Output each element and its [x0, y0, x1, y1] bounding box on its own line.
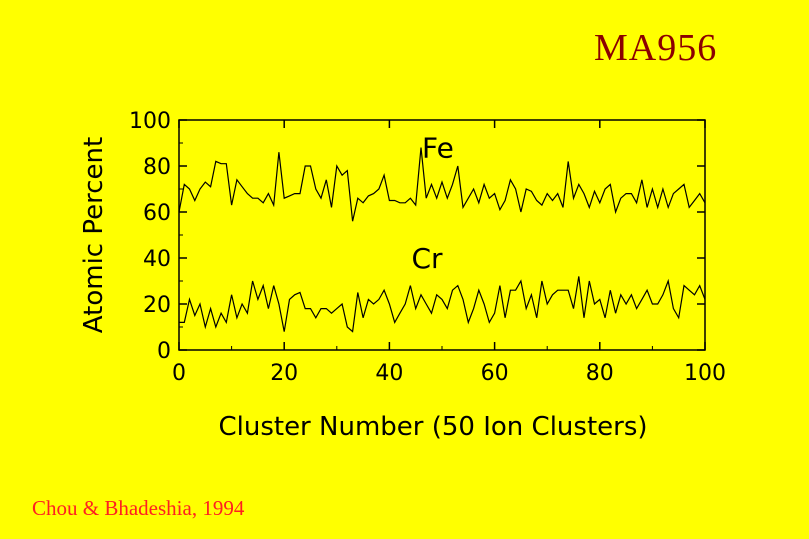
x-tick-label: 0 [172, 361, 186, 386]
x-tick-label: 40 [375, 361, 403, 386]
credit: Chou & Bhadeshia, 1994 [32, 496, 245, 520]
series-group: Fe Cr [178, 132, 706, 333]
y-tick-label: 80 [143, 155, 171, 180]
y-tick-label: 20 [143, 293, 171, 318]
axis-ticks: 0 20 40 60 80 100 0 20 40 60 80 100 [129, 109, 726, 386]
x-axis-title: Cluster Number (50 Ion Clusters) [218, 412, 647, 442]
y-tick-label: 60 [143, 201, 171, 226]
x-tick-label: 80 [586, 361, 614, 386]
x-tick-label: 100 [684, 361, 726, 386]
series-line-cr [179, 276, 706, 333]
series-line-fe [178, 147, 706, 222]
x-tick-label: 20 [270, 361, 298, 386]
y-tick-label: 100 [129, 109, 171, 134]
course-code: MA956 [594, 27, 718, 69]
series-label-fe: Fe [422, 132, 454, 165]
y-axis-title: Atomic Percent [79, 137, 109, 333]
series-label-cr: Cr [411, 242, 443, 275]
y-tick-label: 40 [143, 247, 171, 272]
y-tick-label: 0 [157, 339, 171, 364]
x-tick-label: 60 [481, 361, 509, 386]
